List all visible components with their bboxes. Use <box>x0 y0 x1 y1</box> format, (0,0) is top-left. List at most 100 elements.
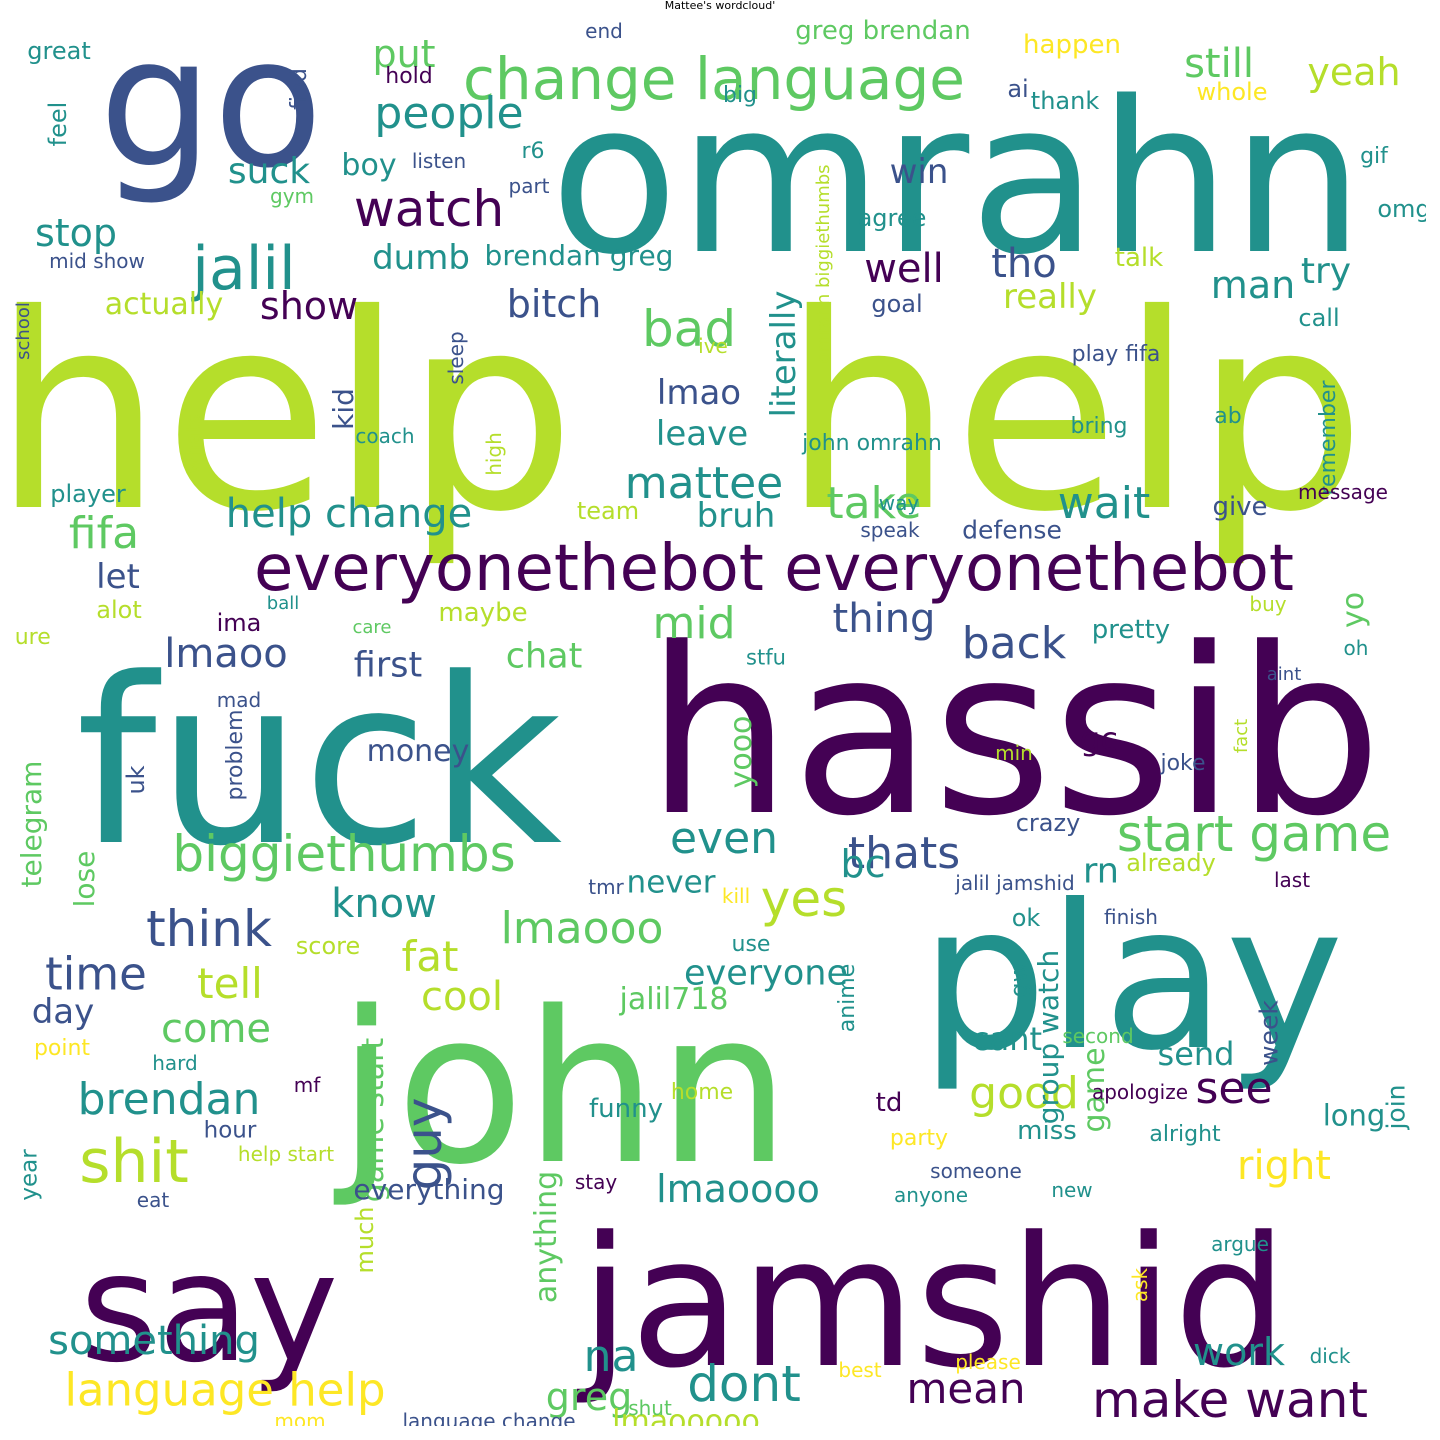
word-jalil: jalil <box>192 234 296 304</box>
word-na: na <box>583 1331 639 1382</box>
word-bruh: bruh <box>696 496 776 536</box>
word-hour: hour <box>203 1117 257 1144</box>
word-lose: lose <box>68 850 101 908</box>
word-team: team <box>576 497 640 525</box>
word-dick: dick <box>1309 1344 1351 1368</box>
word-still: still <box>1184 41 1254 87</box>
word-yes: yes <box>760 870 848 928</box>
word-goal: goal <box>871 290 923 318</box>
word-gif: gif <box>1360 144 1388 169</box>
word-happen: happen <box>1023 30 1121 60</box>
word-watch: watch <box>353 180 505 238</box>
word-right: right <box>1237 1143 1331 1189</box>
word-point: point <box>33 1036 91 1061</box>
word-ask: ask <box>1128 1267 1152 1303</box>
word-lmao: lmao <box>656 373 742 413</box>
word-work: work <box>1193 1330 1285 1374</box>
word-stfu: stfu <box>746 645 786 670</box>
word-language-help: language help <box>64 1363 386 1417</box>
word-sure: sure <box>14 625 51 650</box>
word-help: help <box>782 256 1366 571</box>
word-greg-brendan: greg brendan <box>795 16 971 46</box>
word-dont: dont <box>687 1355 801 1413</box>
word-mom: mom <box>274 1409 326 1426</box>
word-remember: remember <box>1316 380 1341 496</box>
word-thats: thats <box>847 828 961 879</box>
word-anyone: anyone <box>894 1183 968 1207</box>
word-cloud: help help hassib fuck omrahn john play jamshid g… <box>14 14 1426 1426</box>
word-someone: someone <box>930 1159 1022 1183</box>
word-stay: stay <box>574 1170 618 1194</box>
word-tmr: tmr <box>588 875 624 899</box>
word-ab: ab <box>1214 404 1242 429</box>
word-hard: hard <box>152 1051 198 1075</box>
word-lmaooo: lmaooo <box>500 903 664 954</box>
word-ive: ive <box>698 334 728 358</box>
word-use: use <box>731 932 771 957</box>
word-think: think <box>146 900 272 958</box>
word-best: best <box>838 1358 882 1382</box>
word-finish: finish <box>1104 905 1158 929</box>
word-argue: argue <box>1211 1232 1269 1256</box>
word-never: never <box>626 864 716 901</box>
word-tell: tell <box>197 959 263 1008</box>
word-give: give <box>1212 492 1268 522</box>
word-literally: literally <box>764 290 804 418</box>
word-hold: hold <box>385 64 433 89</box>
word-thing: thing <box>832 596 936 642</box>
word-pretty: pretty <box>1091 615 1171 645</box>
word-shut: shut <box>628 1396 672 1420</box>
word-long: long <box>1322 1098 1386 1133</box>
word-actually: actually <box>104 287 224 322</box>
word-play: play <box>920 862 1344 1095</box>
word-back: back <box>961 618 1067 669</box>
word-fat: fat <box>401 932 459 981</box>
word-kill: kill <box>721 884 751 908</box>
word-fact: fact <box>1231 718 1252 754</box>
word-miss: miss <box>1017 1116 1077 1146</box>
word-alot: alot <box>96 596 142 624</box>
word-anything: anything <box>529 1170 564 1304</box>
word-big: big <box>722 83 758 108</box>
word-suck: suck <box>227 151 311 192</box>
word-uk: uk <box>122 765 150 795</box>
word-eat: eat <box>136 1188 170 1212</box>
word-make-want: make want <box>1091 1371 1369 1426</box>
word-mean: mean <box>906 1364 1026 1413</box>
word-call: call <box>1298 304 1340 332</box>
word-home: home <box>670 1080 734 1105</box>
word-really: really <box>1003 277 1097 317</box>
word-agree: agree <box>857 204 927 232</box>
word-kid: kid <box>327 388 360 430</box>
word-tho: tho <box>991 241 1057 287</box>
word-yooo: yooo <box>724 715 759 789</box>
word-see: see <box>1195 1063 1273 1114</box>
word-school: school <box>14 302 34 360</box>
word-player: player <box>50 480 126 508</box>
word-part: part <box>508 174 550 198</box>
word-gw: gw <box>1005 962 1033 998</box>
word-mf: mf <box>293 1073 321 1097</box>
word-apologize: apologize <box>1091 1080 1189 1104</box>
word-boy: boy <box>341 148 397 183</box>
word-party: party <box>889 1126 949 1151</box>
word-joke: joke <box>1160 751 1206 776</box>
word-bring: bring <box>1070 414 1128 439</box>
word-mid: mid <box>652 598 736 649</box>
word-start-game: start game <box>1116 805 1392 863</box>
word-thank: thank <box>1030 87 1100 115</box>
word-omrahn: omrahn <box>549 56 1365 301</box>
word-dumb: dumb <box>372 238 470 278</box>
word-feel: feel <box>44 101 72 147</box>
word-cool: cool <box>420 974 504 1020</box>
word-ai: ai <box>1007 75 1029 103</box>
word-bc: bc <box>840 842 886 886</box>
word-message: message <box>1298 480 1388 504</box>
word-omg: omg <box>1377 195 1426 223</box>
word-biggiethumbs: biggiethumbs <box>172 825 516 883</box>
word-say: say <box>79 1222 339 1396</box>
word-aint: aint <box>1266 664 1302 685</box>
word-bitch: bitch <box>506 282 602 326</box>
word-buy: buy <box>1249 592 1287 616</box>
word-win: win <box>889 152 949 192</box>
